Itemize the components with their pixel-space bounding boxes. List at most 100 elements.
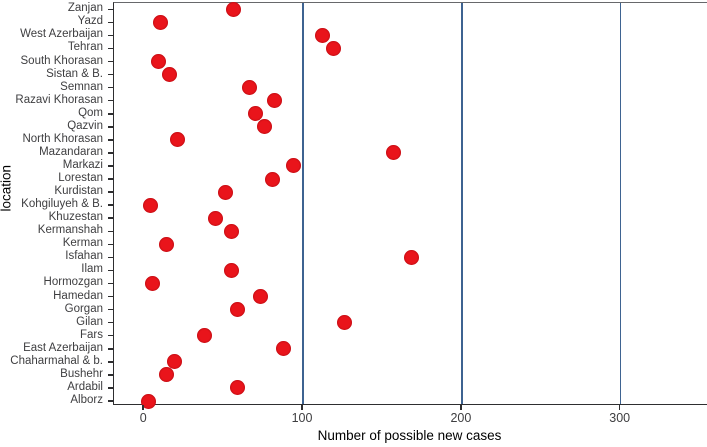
data-point: [152, 14, 168, 30]
y-tick: [108, 152, 114, 154]
y-tick-label: Hamedan: [53, 289, 103, 302]
y-tick: [108, 178, 114, 180]
data-point: [265, 171, 281, 187]
data-point: [150, 54, 166, 70]
data-point: [158, 236, 174, 252]
data-point: [386, 145, 402, 161]
y-tick-label: Gilan: [76, 315, 103, 328]
y-tick-label: Isfahan: [65, 250, 103, 263]
y-axis-tick-labels: Zanjan Yazd West Azerbaijan Tehran South Kho…: [0, 2, 107, 406]
y-tick-label: Fars: [80, 328, 103, 341]
data-point: [162, 67, 178, 83]
y-tick: [108, 126, 114, 128]
data-point: [141, 393, 157, 409]
x-tick: [301, 404, 303, 410]
y-tick: [108, 387, 114, 389]
y-tick-label: Sistan & B.: [46, 67, 103, 80]
y-tick-label: Markazi: [62, 158, 103, 171]
data-point: [325, 40, 341, 56]
data-point: [403, 249, 419, 265]
data-point: [170, 132, 186, 148]
data-point: [257, 119, 273, 135]
y-tick-label: Zanjan: [67, 2, 103, 15]
y-tick: [108, 113, 114, 115]
y-tick: [108, 334, 114, 337]
y-tick: [108, 47, 114, 50]
y-tick-label: Khuzestan: [48, 211, 103, 224]
data-point: [217, 184, 233, 200]
x-tick-label: 100: [291, 411, 313, 425]
y-tick-label: Bushehr: [60, 367, 103, 380]
gridline-x-300: [619, 3, 622, 404]
x-tick: [142, 404, 144, 410]
y-tick-label: Hormozgan: [43, 276, 103, 289]
data-point: [230, 380, 246, 396]
y-tick-label: Kerman: [62, 237, 103, 250]
data-point: [336, 315, 352, 331]
y-tick-label: Alborz: [70, 394, 103, 406]
y-tick-label: Qazvin: [67, 119, 103, 132]
gridline-x-200: [461, 3, 463, 404]
data-point: [285, 158, 301, 174]
y-tick: [108, 8, 114, 11]
y-tick-label: Kohgiluyeh & B.: [21, 198, 103, 211]
y-tick-label: Tehran: [67, 41, 103, 54]
y-tick-label: Gorgan: [64, 302, 103, 315]
y-tick-label: North Khorasan: [22, 132, 103, 145]
x-tick: [618, 404, 621, 410]
y-tick: [108, 308, 114, 311]
data-point: [314, 27, 330, 43]
y-tick: [108, 256, 114, 259]
y-tick: [108, 86, 114, 89]
data-point: [224, 223, 240, 239]
y-tick: [108, 34, 114, 37]
y-tick-label: Kermanshah: [37, 224, 103, 237]
y-tick: [108, 204, 114, 206]
y-tick-label: East Azerbaijan: [23, 341, 103, 354]
x-tick-label: 0: [139, 411, 147, 425]
y-tick: [108, 230, 114, 233]
y-tick-label: Yazd: [77, 15, 103, 28]
y-tick-label: Ilam: [81, 263, 103, 276]
data-point: [266, 93, 282, 109]
y-tick-label: Lorestan: [58, 172, 103, 185]
data-point: [247, 106, 263, 122]
y-tick: [108, 243, 114, 246]
y-tick: [108, 99, 114, 102]
y-tick-label: Chaharmahal & b.: [10, 354, 103, 367]
data-point: [276, 341, 292, 357]
y-tick: [108, 73, 114, 76]
data-point: [143, 197, 159, 213]
gridline-x-100: [302, 3, 304, 404]
data-point: [241, 80, 257, 96]
y-tick-label: Qom: [78, 106, 103, 119]
y-tick-label: Kurdistan: [54, 185, 103, 198]
y-tick: [108, 60, 114, 63]
y-tick: [108, 348, 114, 350]
y-tick: [108, 400, 114, 402]
y-tick-label: Mazandaran: [39, 145, 103, 158]
y-tick: [108, 321, 114, 324]
data-point: [225, 1, 241, 17]
y-tick: [108, 139, 114, 141]
y-tick: [108, 361, 114, 363]
data-point: [252, 289, 268, 305]
x-tick-label: 200: [450, 411, 472, 425]
y-tick: [108, 282, 114, 285]
y-tick: [108, 295, 114, 298]
y-tick: [108, 21, 114, 24]
data-point: [144, 275, 160, 291]
y-tick: [108, 269, 114, 272]
data-point: [208, 210, 224, 226]
y-tick-label: South Khorasan: [20, 54, 103, 67]
y-tick-label: West Azerbaijan: [20, 28, 103, 41]
data-point: [197, 328, 213, 344]
y-tick: [108, 165, 114, 167]
data-point: [230, 302, 246, 318]
y-tick: [108, 217, 114, 219]
plot-area: [108, 1, 707, 409]
data-point: [224, 262, 240, 278]
y-tick-label: Razavi Khorasan: [15, 93, 103, 106]
data-point: [158, 367, 174, 383]
